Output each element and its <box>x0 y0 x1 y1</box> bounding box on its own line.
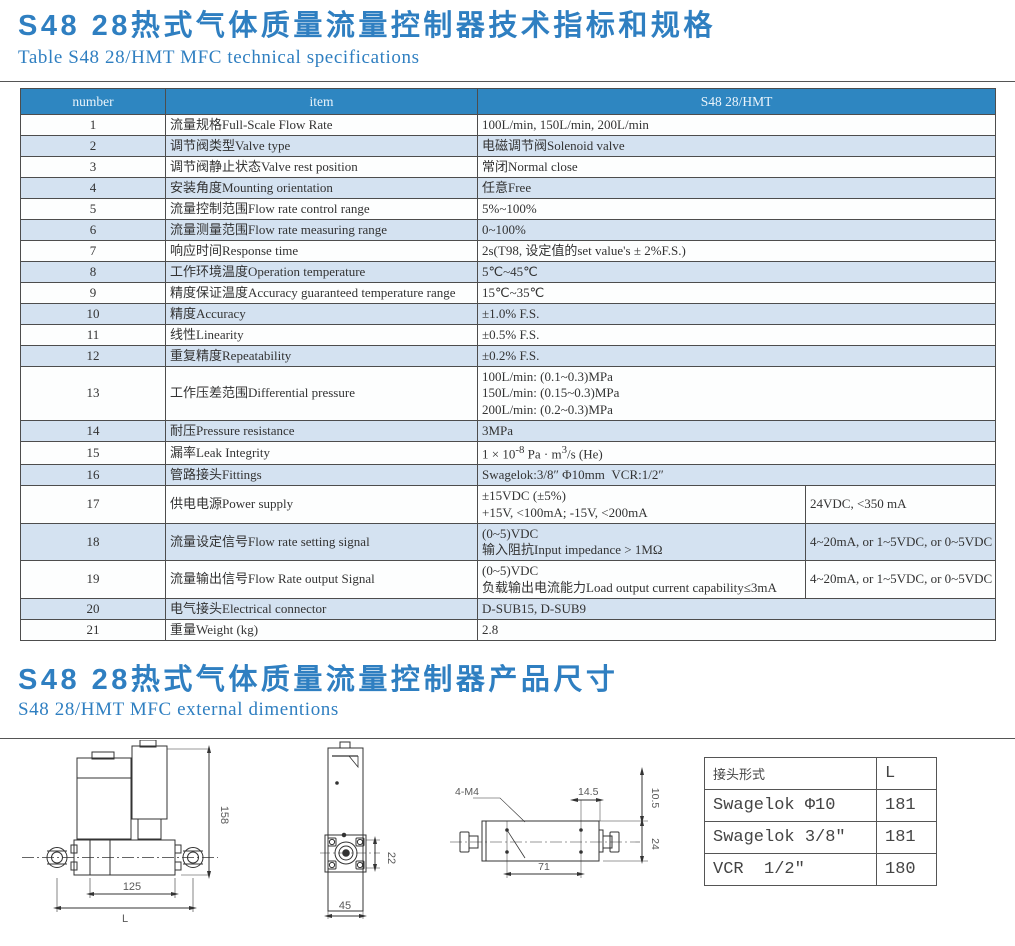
svg-text:45: 45 <box>339 900 351 912</box>
svg-text:4-M4: 4-M4 <box>455 786 479 798</box>
svg-text:22: 22 <box>385 852 397 864</box>
svg-text:14.5: 14.5 <box>578 786 599 798</box>
svg-text:10.5: 10.5 <box>649 788 661 809</box>
svg-text:24: 24 <box>649 838 661 850</box>
svg-text:L: L <box>122 913 128 925</box>
svg-text:125: 125 <box>123 881 141 893</box>
svg-text:158: 158 <box>218 806 230 824</box>
svg-text:71: 71 <box>538 861 550 873</box>
